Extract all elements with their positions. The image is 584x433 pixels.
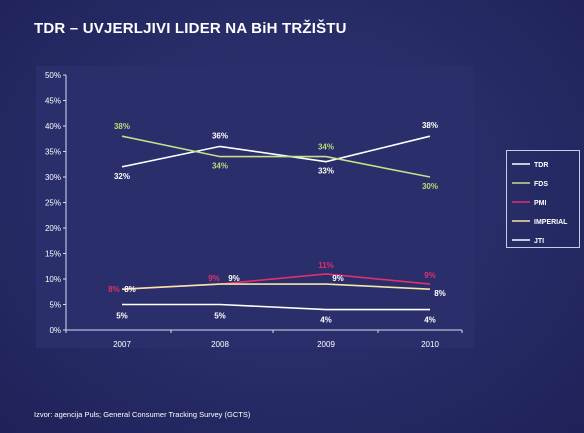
y-tick-label: 15% xyxy=(45,250,61,259)
plot-panel xyxy=(36,66,474,348)
data-label-pmi: 9% xyxy=(424,271,436,280)
legend-label: FDS xyxy=(534,181,548,188)
series-line-fds xyxy=(121,135,431,178)
data-label-jti: 4% xyxy=(424,316,436,325)
data-label-imperial: 9% xyxy=(228,274,240,283)
data-label-fds: 34% xyxy=(212,162,228,171)
series-line-tdr xyxy=(121,135,431,168)
data-label-jti: 5% xyxy=(116,312,128,321)
data-label-imperial: 8% xyxy=(434,289,446,298)
data-label-jti: 5% xyxy=(214,312,226,321)
chart-series-lines xyxy=(121,135,431,311)
chart-data-labels: 32% 36% 33% 38% 38% 34% 34% 30% 8% 9% 11% 9% 8% 9% 9% 8… xyxy=(108,121,446,324)
data-label-pmi: 9% xyxy=(208,274,220,283)
data-label-imperial: 8% xyxy=(124,285,136,294)
legend-label: JTI xyxy=(534,238,544,245)
data-label-pmi: 11% xyxy=(318,261,334,270)
data-label-pmi: 8% xyxy=(108,285,120,294)
source-footnote: Izvor: agencija Puls; General Consumer T… xyxy=(34,410,251,419)
y-tick-label: 25% xyxy=(45,199,61,208)
legend-label: TDR xyxy=(534,162,548,169)
x-tick-label: 2008 xyxy=(211,340,229,349)
y-tick-label: 5% xyxy=(49,301,61,310)
data-label-tdr: 36% xyxy=(212,131,228,140)
data-label-tdr: 33% xyxy=(318,167,334,176)
y-tick-label: 0% xyxy=(49,326,61,335)
data-label-fds: 30% xyxy=(422,182,438,191)
legend-frame xyxy=(506,150,580,248)
y-tick-label: 35% xyxy=(45,148,61,157)
legend-label: PMI xyxy=(534,200,547,207)
y-tick-label: 50% xyxy=(45,71,61,80)
data-label-fds: 38% xyxy=(114,122,130,131)
data-label-jti: 4% xyxy=(320,316,332,325)
data-label-fds: 34% xyxy=(318,143,334,152)
data-label-imperial: 9% xyxy=(332,274,344,283)
y-tick-label: 45% xyxy=(45,97,61,106)
series-line-imperial xyxy=(121,283,431,290)
slide-title: TDR – UVJERLJIVI LIDER NA BiH TRŽIŠTU xyxy=(34,20,347,37)
data-label-tdr: 38% xyxy=(422,121,438,130)
chart-legend: TDR FDS PMI IMPERIAL JTI xyxy=(512,162,568,245)
data-label-tdr: 32% xyxy=(114,172,130,181)
series-line-jti xyxy=(122,303,430,311)
x-tick-label: 2010 xyxy=(421,340,439,349)
legend-label: IMPERIAL xyxy=(534,219,568,226)
y-tick-label: 30% xyxy=(45,173,61,182)
y-tick-label: 40% xyxy=(45,122,61,131)
y-tick-label: 10% xyxy=(45,275,61,284)
x-tick-label: 2009 xyxy=(317,340,335,349)
chart-axes: 0% 5% 10% 15% 20% 25% 30% 35% 40% 45% 50% 2007 2008 2… xyxy=(45,71,463,349)
x-tick-label: 2007 xyxy=(113,340,131,349)
y-tick-label: 20% xyxy=(45,224,61,233)
